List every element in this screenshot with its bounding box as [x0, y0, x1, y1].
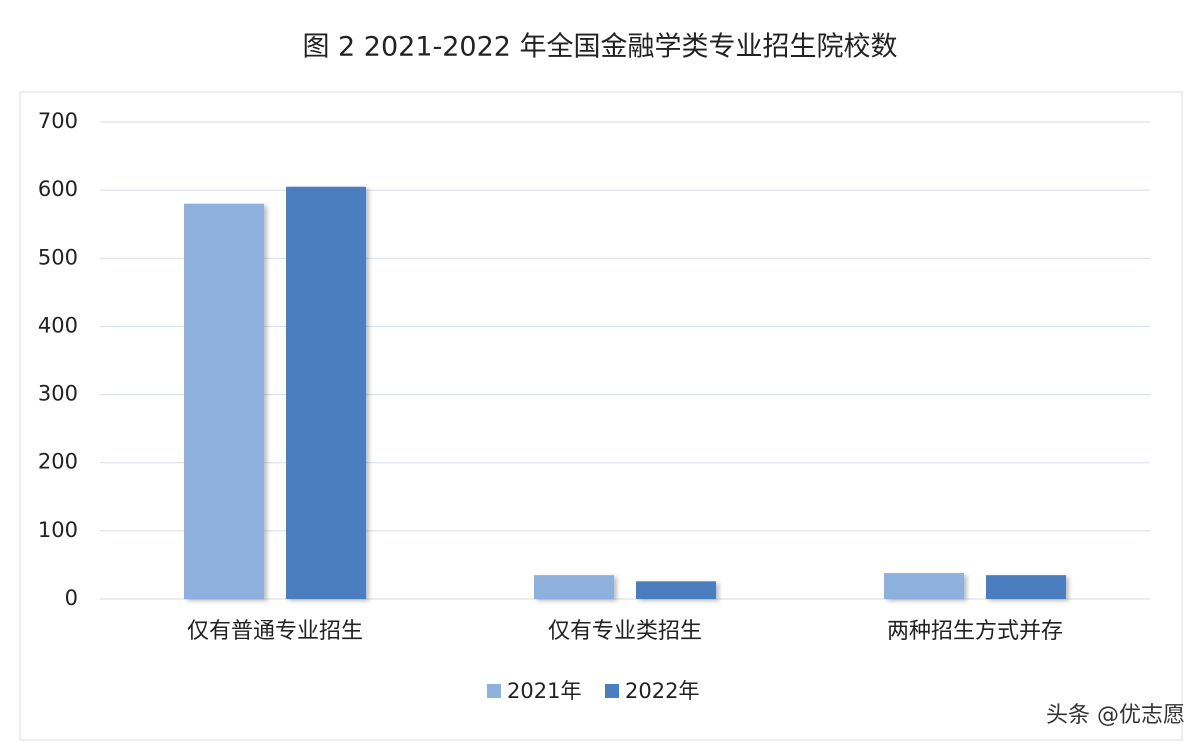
y-tick-label: 600: [38, 177, 78, 201]
y-tick-label: 200: [38, 450, 78, 474]
y-tick-label: 300: [38, 382, 78, 406]
legend-label: 2021年: [507, 679, 581, 703]
credit: 头条 @优志愿: [1046, 703, 1185, 728]
chart-title: 图 2 2021-2022 年全国金融学类专业招生院校数: [302, 32, 897, 63]
x-tick-label: 仅有专业类招生: [548, 619, 702, 644]
plot-frame: [19, 91, 1183, 741]
legend-swatch: [605, 684, 619, 698]
legend-label: 2022年: [625, 679, 699, 703]
y-tick-label: 700: [38, 109, 78, 133]
bar: [534, 575, 614, 599]
bar: [884, 573, 964, 599]
bar: [286, 186, 366, 599]
bar: [986, 575, 1066, 599]
bar: [636, 581, 716, 599]
y-tick-label: 500: [38, 245, 78, 269]
bar: [184, 203, 264, 599]
y-tick-label: 0: [65, 586, 78, 610]
legend-swatch: [487, 684, 501, 698]
y-tick-label: 400: [38, 313, 78, 337]
x-tick-label: 仅有普通专业招生: [187, 619, 363, 644]
x-tick-label: 两种招生方式并存: [887, 619, 1063, 644]
y-tick-label: 100: [38, 518, 78, 542]
